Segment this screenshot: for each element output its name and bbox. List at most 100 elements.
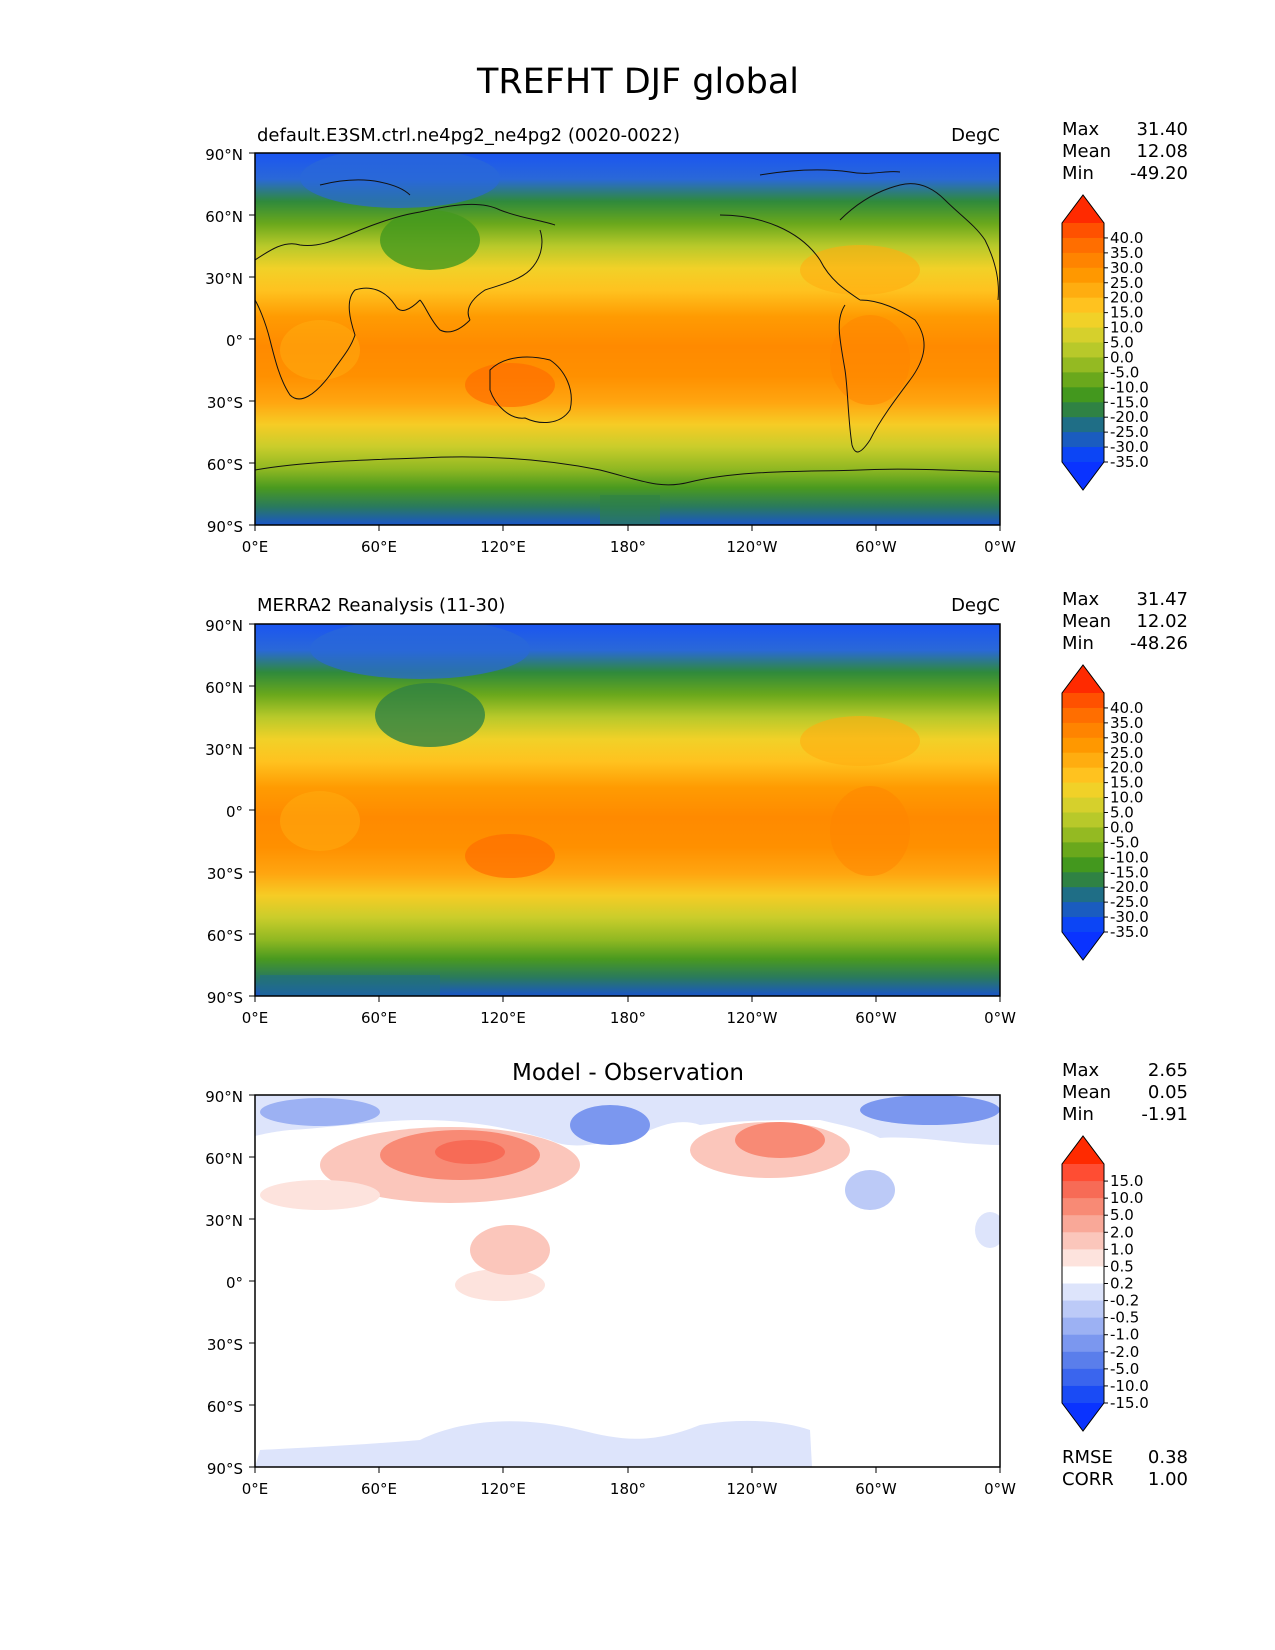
lat-tick-label: 60°N — [205, 1150, 243, 1168]
stats-box: Max 2.65 Mean 0.05 Min -1.91 — [1062, 1060, 1188, 1125]
colorbar-segment — [1062, 737, 1104, 754]
colorbar-extension-min — [1062, 1403, 1104, 1431]
colorbar-segment — [1062, 752, 1104, 769]
lat-tick-label: 30°S — [207, 865, 243, 883]
colorbar-tick-label: 35.0 — [1110, 714, 1143, 732]
colorbar: 15.010.05.02.01.00.50.2-0.2-0.5-1.0-2.0-… — [1061, 1135, 1149, 1432]
stat-value: 0.05 — [1148, 1082, 1188, 1103]
colorbar-segment — [1062, 797, 1104, 813]
colorbar-segment — [1062, 902, 1104, 918]
map-field — [255, 624, 1000, 996]
colorbar-tick-label: -10.0 — [1110, 1377, 1149, 1395]
panel-reference: MERRA2 Reanalysis (11-30) DegC 90°N 60°N — [205, 589, 1188, 1027]
lat-tick-label: 30°N — [205, 270, 243, 288]
lon-tick-label: 0°E — [242, 1480, 269, 1498]
stat-value: 31.40 — [1136, 119, 1188, 140]
colorbar-tick-label: 10.0 — [1110, 1189, 1143, 1207]
lon-tick-label: 60°W — [855, 538, 897, 556]
lat-tick-label: 0° — [226, 332, 243, 350]
colorbar-tick-label: -15.0 — [1110, 393, 1149, 411]
colorbar-segment — [1062, 282, 1104, 299]
stat-value: 2.65 — [1148, 1060, 1188, 1081]
colorbar-segment — [1062, 297, 1104, 314]
colorbar-segment — [1062, 417, 1104, 433]
lon-tick-label: 120°W — [727, 538, 778, 556]
lon-tick-label: 180° — [610, 1009, 646, 1027]
stat-value: -1.91 — [1141, 1104, 1188, 1125]
stat-label: Mean — [1062, 611, 1111, 632]
colorbar: 40.035.030.025.020.015.010.05.00.0-5.0-1… — [1061, 194, 1149, 491]
colorbar-segment — [1062, 357, 1104, 373]
colorbar-segment — [1062, 252, 1104, 269]
colorbar-tick-label: 5.0 — [1110, 804, 1134, 822]
colorbar-segment — [1062, 722, 1104, 739]
colorbar-extension-max — [1062, 195, 1104, 223]
colorbar-extension-min — [1062, 462, 1104, 490]
stat-label: Max — [1062, 1060, 1100, 1081]
colorbar-tick-label: -0.5 — [1110, 1309, 1139, 1327]
panel-units: DegC — [951, 125, 1000, 146]
panel-difference: Model - Observation — [205, 1060, 1188, 1498]
stat-label: Mean — [1062, 141, 1111, 162]
colorbar-tick-label: 2.0 — [1110, 1223, 1134, 1241]
stat-value: 12.02 — [1136, 611, 1188, 632]
colorbar-tick-label: -30.0 — [1110, 908, 1149, 926]
lon-axis: 0°E 60°E 120°E 180° 120°W 60°W 0°W — [242, 996, 1016, 1027]
colorbar-tick-label: -20.0 — [1110, 408, 1149, 426]
colorbar-segment — [1062, 857, 1104, 873]
colorbar-segment — [1062, 872, 1104, 888]
stat-label: Max — [1062, 589, 1100, 610]
stat-label: Min — [1062, 163, 1094, 184]
stat-value: 31.47 — [1136, 589, 1188, 610]
colorbar-tick-label: 30.0 — [1110, 259, 1143, 277]
colorbar-segment — [1062, 827, 1104, 843]
colorbar-segment — [1062, 782, 1104, 799]
colorbar-segment — [1062, 917, 1104, 933]
colorbar-tick-label: -1.0 — [1110, 1326, 1139, 1344]
colorbar-tick-label: 15.0 — [1110, 304, 1143, 322]
rmse-corr-box: RMSE 0.38 CORR 1.00 — [1062, 1447, 1188, 1490]
lat-tick-label: 30°S — [207, 1336, 243, 1354]
stat-value: -49.20 — [1130, 163, 1188, 184]
lon-tick-label: 0°W — [984, 1480, 1016, 1498]
stat-label: Min — [1062, 633, 1094, 654]
colorbar-tick-label: -5.0 — [1110, 833, 1139, 851]
lon-tick-label: 0°E — [242, 538, 269, 556]
lon-axis: 0°E 60°E 120°E 180° 120°W 60°W 0°W — [242, 525, 1016, 556]
lat-axis: 90°N 60°N 30°N 0° 30°S 60°S 90°S — [205, 617, 255, 1007]
colorbar-tick-label: -0.2 — [1110, 1292, 1139, 1310]
colorbar-segment — [1062, 1283, 1104, 1302]
lat-tick-label: 60°S — [207, 1398, 243, 1416]
colorbar-segment — [1062, 223, 1104, 239]
lon-tick-label: 0°W — [984, 538, 1016, 556]
lon-tick-label: 120°E — [480, 1009, 526, 1027]
colorbar-extension-min — [1062, 932, 1104, 960]
colorbar-tick-label: -2.0 — [1110, 1343, 1139, 1361]
lat-tick-label: 60°N — [205, 679, 243, 697]
colorbar-tick-label: 0.2 — [1110, 1275, 1134, 1293]
colorbar-tick-label: 1.0 — [1110, 1240, 1134, 1258]
colorbar-segment — [1062, 1368, 1104, 1387]
colorbar-tick-label: -10.0 — [1110, 848, 1149, 866]
lon-tick-label: 120°W — [727, 1009, 778, 1027]
stat-value: 1.00 — [1148, 1469, 1188, 1490]
stats-box: Max 31.40 Mean 12.08 Min -49.20 — [1062, 119, 1188, 184]
lon-tick-label: 120°E — [480, 1480, 526, 1498]
lon-tick-label: 120°W — [727, 1480, 778, 1498]
lat-tick-label: 30°N — [205, 741, 243, 759]
colorbar-tick-label: 40.0 — [1110, 229, 1143, 247]
colorbar-segment — [1062, 447, 1104, 463]
stat-label: RMSE — [1062, 1447, 1113, 1468]
colorbar-segment — [1062, 1300, 1104, 1319]
colorbar-tick-label: -35.0 — [1110, 923, 1149, 941]
lat-tick-label: 30°S — [207, 394, 243, 412]
colorbar-extension-max — [1062, 1136, 1104, 1164]
map-field — [255, 1095, 1000, 1467]
colorbar-segment — [1062, 267, 1104, 284]
colorbar-tick-label: -25.0 — [1110, 893, 1149, 911]
colorbar-tick-label: 15.0 — [1110, 774, 1143, 792]
colorbar-tick-label: 0.5 — [1110, 1257, 1134, 1275]
colorbar-segment — [1062, 342, 1104, 358]
panel-title-left: default.E3SM.ctrl.ne4pg2_ne4pg2 (0020-00… — [257, 125, 680, 146]
colorbar-segment — [1062, 887, 1104, 903]
